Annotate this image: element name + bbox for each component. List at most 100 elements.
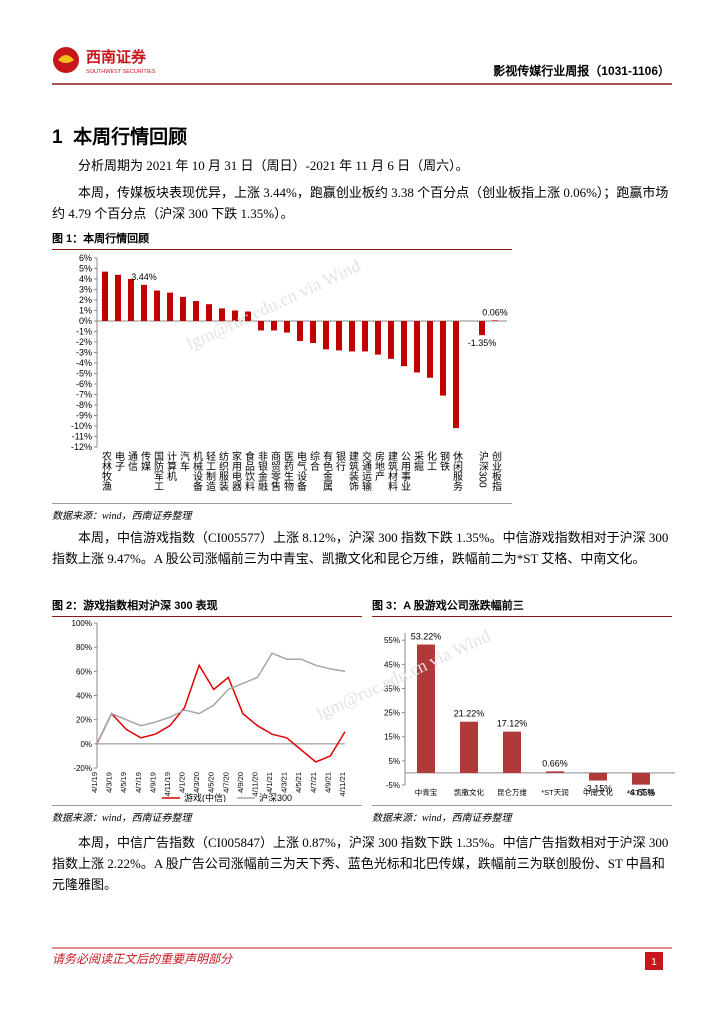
bar xyxy=(180,296,186,321)
bar xyxy=(219,308,225,321)
bar xyxy=(271,321,277,331)
bar xyxy=(479,321,485,336)
bar xyxy=(102,271,108,321)
x-tick-label: 沪深300 xyxy=(477,450,489,488)
paragraph: 本周，中信广告指数（CI005847）上涨 0.87%，沪深 300 指数下跌 … xyxy=(52,835,669,892)
x-tick-label: 4/3/21 xyxy=(280,772,289,793)
data-label: 0.66% xyxy=(542,758,568,768)
x-tick-label: 中南文化 xyxy=(583,787,613,797)
x-tick-label: 纺织服装 xyxy=(217,450,229,492)
bar xyxy=(193,301,199,321)
x-tick-label: 4/5/21 xyxy=(294,772,303,793)
y-tick-label: 55% xyxy=(384,636,400,645)
bar xyxy=(440,321,446,396)
paragraph: 本周，中信游戏指数（CI005577）上涨 8.12%，沪深 300 指数下跌 … xyxy=(52,530,669,566)
y-tick-label: -2% xyxy=(76,337,92,347)
chart: -20% 0% 20% 40% 60% 80% 100% 4/1/19 4/3/19 4/5/19… xyxy=(72,619,347,802)
y-tick-label: 45% xyxy=(384,660,400,669)
x-tick-label: 4/1/20 xyxy=(178,772,187,793)
bar xyxy=(503,731,521,773)
y-tick-label: 100% xyxy=(72,619,92,628)
x-tick-label: 4/11/19 xyxy=(163,772,172,796)
report-title: 影视传媒行业周报（1031-1106） xyxy=(493,63,670,78)
y-tick-label: 35% xyxy=(384,684,400,693)
data-label: -3.15% xyxy=(584,784,613,794)
x-tick-label: 电子 xyxy=(113,450,125,471)
figure-title: 图 1：本周行情回顾 xyxy=(52,230,512,250)
page-badge xyxy=(645,952,663,970)
x-tick-label: 4/11/21 xyxy=(338,772,347,796)
x-tick-label: 4/5/20 xyxy=(207,772,216,793)
x-tick-label: 4/9/19 xyxy=(148,772,157,793)
series-line xyxy=(96,663,346,763)
bar xyxy=(632,772,650,785)
x-tick-label: 建筑装饰 xyxy=(347,450,359,492)
x-tick-label: 创业板指 xyxy=(490,450,502,492)
y-tick-label: -1% xyxy=(76,327,92,337)
bar xyxy=(245,311,251,321)
y-tick-label: 5% xyxy=(388,757,400,766)
x-tick-label: 公用事业 xyxy=(399,451,411,491)
x-tick-label: 采掘 xyxy=(412,451,424,472)
bar xyxy=(401,321,407,367)
y-tick-label: 15% xyxy=(384,733,400,742)
figure-title: 图 3：A 股游戏公司涨跌幅前三 xyxy=(372,597,672,617)
y-tick-label: -10% xyxy=(71,421,92,431)
data-label: -4.85% xyxy=(627,788,656,798)
y-tick-label: 0% xyxy=(79,316,92,326)
x-tick-label: 食品饮料 xyxy=(243,450,255,492)
bar xyxy=(232,310,238,321)
x-tick-label: 有色金属 xyxy=(321,450,333,492)
x-tick-label: 机械设备 xyxy=(191,450,203,492)
x-tick-label: 4/9/21 xyxy=(323,772,332,793)
data-label: 0.06% xyxy=(482,307,508,317)
bar xyxy=(375,321,381,355)
x-tick-label: 家用电器 xyxy=(230,450,242,492)
x-tick-label: 医药生物 xyxy=(282,451,294,492)
figure-source: 数据来源：wind，西南证券整理 xyxy=(372,805,672,824)
y-tick-label: 2% xyxy=(79,295,92,305)
x-tick-label: 昆仑万维 xyxy=(497,787,527,797)
paragraph: 本周，传媒板块表现优异，上涨 3.44%，跑赢创业板约 3.38 个百分点（创业… xyxy=(52,185,669,221)
bar xyxy=(589,772,607,781)
y-tick-label: 20% xyxy=(76,716,92,725)
bar xyxy=(115,274,121,321)
y-tick-label: -8% xyxy=(76,400,92,410)
bar xyxy=(427,321,433,378)
x-tick-label: *ST天润 xyxy=(541,787,569,797)
x-tick-label: 休闲服务 xyxy=(451,451,463,492)
bar xyxy=(258,321,264,331)
bar xyxy=(310,321,316,344)
page-number: 1 xyxy=(651,957,657,968)
bar xyxy=(460,721,478,773)
x-tick-label: 4/3/20 xyxy=(192,772,201,793)
x-tick-label: 中青宝 xyxy=(415,787,438,797)
x-tick-label: 通信 xyxy=(126,451,138,472)
y-tick-label: -5% xyxy=(386,781,400,790)
x-tick-label: 商贸零售 xyxy=(269,450,281,492)
figure-source: 数据来源：wind，西南证券整理 xyxy=(52,503,512,522)
x-tick-label: 4/3/19 xyxy=(105,772,114,793)
bar xyxy=(414,321,420,373)
y-tick-label: 6% xyxy=(79,253,92,263)
x-tick-label: 4/7/20 xyxy=(221,772,230,793)
bar xyxy=(388,321,394,359)
y-tick-label: 4% xyxy=(79,274,92,284)
y-tick-label: 25% xyxy=(384,709,400,718)
legend-label: 沪深300 xyxy=(259,792,292,802)
x-tick-label: 银行 xyxy=(334,450,346,472)
bar xyxy=(206,304,212,321)
y-tick-label: 0% xyxy=(80,740,92,749)
data-label: 53.22% xyxy=(411,632,442,642)
logo-swirl xyxy=(58,55,74,63)
section-title: 本周行情回顾 xyxy=(73,127,188,148)
bar xyxy=(417,644,435,773)
y-tick-label: -9% xyxy=(76,411,92,421)
x-tick-label: 建筑材料 xyxy=(386,450,398,492)
y-tick-label: -12% xyxy=(71,442,92,452)
y-tick-label: -6% xyxy=(76,379,92,389)
chart: 6%5%4%3%2%1%0%-1%-2%-3%-4%-5%-6%-7%-8%-9… xyxy=(71,253,508,492)
y-tick-label: -4% xyxy=(76,358,92,368)
x-tick-label: 综合 xyxy=(308,450,320,472)
y-tick-label: -3% xyxy=(76,348,92,358)
